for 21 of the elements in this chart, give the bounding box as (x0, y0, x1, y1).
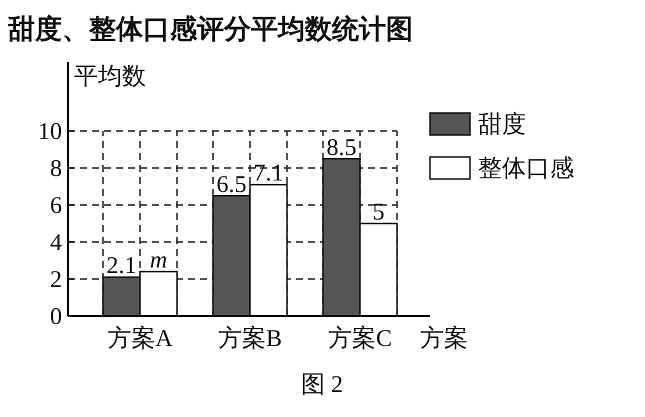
data-label: 6.5 (216, 172, 246, 198)
y-tick-label: 10 (38, 119, 62, 145)
data-label: m (150, 248, 168, 274)
data-label: 2.1 (106, 253, 136, 280)
x-tick-label: 方案B (218, 325, 282, 352)
y-tick-label: 6 (50, 193, 62, 219)
x-axis-title: 方案 (420, 325, 468, 352)
chart-title: 甜度、整体口感评分平均数统计图 (7, 14, 413, 45)
y-tick-label: 4 (50, 230, 62, 256)
data-label: 5 (372, 200, 384, 226)
y-tick-label: 0 (50, 304, 62, 330)
legend-label: 甜度 (478, 111, 526, 138)
caption: 图 2 (301, 372, 343, 398)
y-axis-title: 平均数 (74, 64, 146, 90)
y-tick-label: 2 (50, 267, 62, 293)
data-label: 7.1 (254, 160, 284, 187)
y-tick-label: 8 (50, 156, 62, 182)
data-label: 8.5 (326, 134, 356, 161)
legend-label: 整体口感 (478, 156, 574, 182)
x-tick-label: 方案A (107, 325, 174, 352)
x-tick-label: 方案C (328, 325, 392, 352)
